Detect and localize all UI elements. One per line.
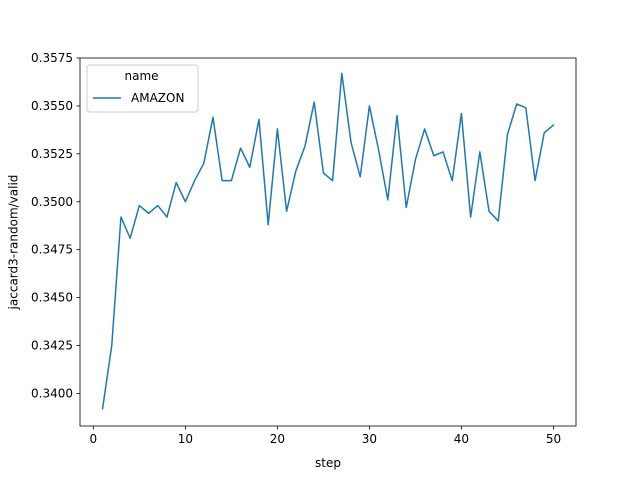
y-tick-label: 0.3525	[31, 147, 73, 161]
legend-item-label: AMAZON	[131, 91, 184, 105]
y-tick-label: 0.3500	[31, 195, 73, 209]
x-tick-label: 0	[90, 432, 98, 446]
y-tick-label: 0.3450	[31, 291, 73, 305]
y-axis-label: jaccard3-random/valid	[7, 175, 21, 311]
series-line-amazon	[101, 72, 555, 410]
y-tick-label: 0.3575	[31, 51, 73, 65]
x-axis: 0 10 20 30 40 50	[90, 426, 561, 446]
y-tick-label: 0.3550	[31, 99, 73, 113]
series-layer	[101, 72, 555, 410]
legend-box	[86, 64, 199, 113]
x-tick-label: 20	[270, 432, 285, 446]
y-tick-label: 0.3425	[31, 339, 73, 353]
y-tick-label: 0.3475	[31, 243, 73, 257]
legend-title: name	[124, 69, 158, 83]
x-axis-label: step	[315, 456, 341, 470]
x-tick-label: 30	[362, 432, 377, 446]
plot-area	[79, 57, 577, 427]
x-tick-label: 10	[178, 432, 193, 446]
x-tick-label: 40	[454, 432, 469, 446]
y-axis: 0.3400 0.3425 0.3450 0.3475 0.3500 0.3525 0.35…	[31, 51, 80, 400]
x-tick-label: 50	[546, 432, 561, 446]
y-tick-label: 0.3400	[31, 386, 73, 400]
axes-frame	[79, 57, 577, 427]
legend: name AMAZON	[86, 64, 199, 113]
